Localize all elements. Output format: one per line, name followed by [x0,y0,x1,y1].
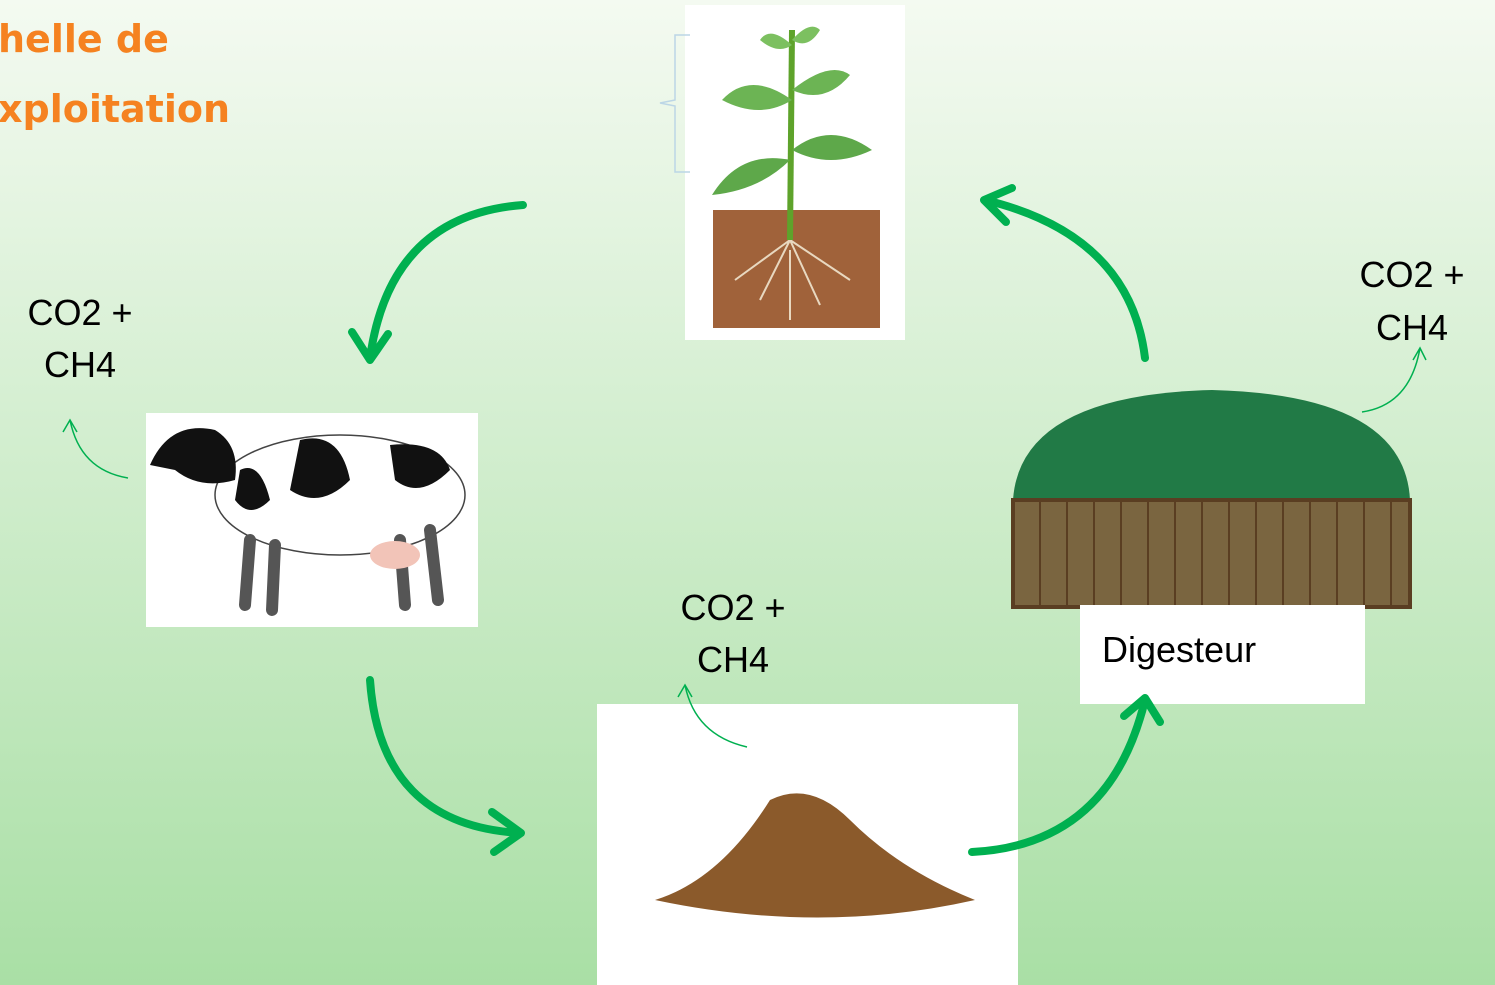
title-line: helle de [0,17,169,61]
cycle-arrows [348,184,1164,856]
emission-arrows [62,346,1427,748]
plant-image [659,5,905,340]
emission-label: CO2 + [27,292,132,333]
cow-image [146,413,478,627]
digester-label: Digesteur [1102,629,1256,670]
emission-label: CH4 [1376,307,1448,348]
emission-label: CO2 + [1359,254,1464,295]
manure-image [597,704,1018,985]
emission-label: CO2 + [680,587,785,628]
emission-label: CH4 [44,344,116,385]
emission-label: CH4 [697,639,769,680]
digester [1011,390,1412,704]
title-line: xploitation [0,87,230,131]
